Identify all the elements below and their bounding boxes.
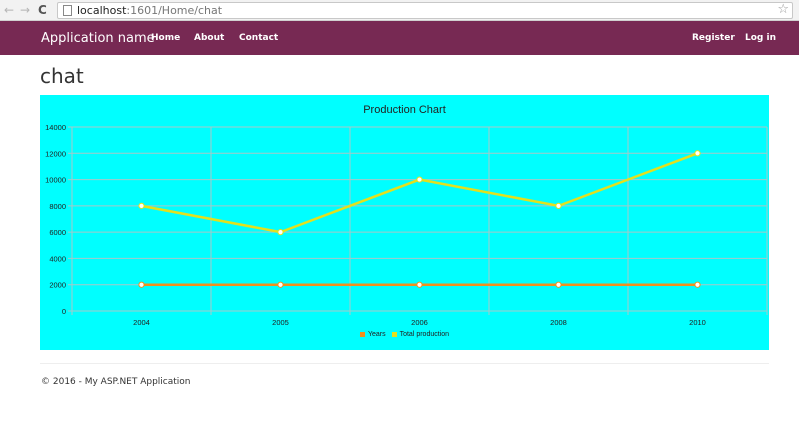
x-tick-label: 2006 [411, 318, 428, 327]
data-point [277, 229, 284, 236]
chart-title: Production Chart [363, 104, 446, 116]
x-tick-label: 2010 [689, 318, 706, 327]
legend-item-years[interactable]: Years [359, 331, 386, 338]
data-point [416, 281, 423, 288]
series-line [141, 152, 698, 234]
page-title: chat [40, 64, 84, 88]
data-point [555, 202, 562, 209]
chart-legend: Years Total production [40, 331, 769, 338]
y-tick-label: 6000 [49, 228, 66, 237]
legend-swatch-icon [391, 331, 397, 337]
data-point [277, 281, 284, 288]
back-button[interactable]: ← [4, 3, 15, 17]
y-tick-label: 12000 [45, 149, 66, 158]
legend-label: Total production [399, 331, 450, 338]
brand-link[interactable]: Application name [41, 31, 155, 46]
y-tick-label: 4000 [49, 254, 66, 263]
production-chart: Production Chart 0 2000 4000 6000 8000 10000 1… [40, 95, 769, 350]
address-bar[interactable]: localhost:1601/Home/chat ☆ [57, 2, 793, 19]
url-text[interactable]: localhost:1601/Home/chat [77, 4, 222, 18]
nav-register[interactable]: Register [692, 33, 735, 43]
y-tick-label: 2000 [49, 281, 66, 290]
x-tick-label: 2005 [272, 318, 289, 327]
data-point [138, 281, 145, 288]
page-icon [63, 5, 72, 16]
x-tick-label: 2004 [133, 318, 150, 327]
chart-plot: 0 2000 4000 6000 8000 10000 12000 14000 2004 2005… [45, 123, 768, 327]
y-tick-label: 10000 [45, 176, 66, 185]
nav-about[interactable]: About [194, 33, 225, 43]
forward-button[interactable]: → [20, 3, 31, 17]
nav-home[interactable]: Home [151, 33, 181, 43]
url-host: localhost [77, 4, 127, 17]
data-point [416, 176, 423, 183]
data-point [694, 150, 701, 157]
y-tick-label: 0 [62, 307, 66, 316]
x-tick-label: 2008 [550, 318, 567, 327]
legend-swatch-icon [359, 331, 365, 337]
data-point [694, 281, 701, 288]
nav-contact[interactable]: Contact [239, 33, 279, 43]
data-point [555, 281, 562, 288]
footer-divider [40, 363, 769, 364]
reload-button[interactable]: C [38, 3, 47, 17]
navbar: Application name Home About Contact Regi… [0, 21, 799, 55]
y-tick-label: 8000 [49, 202, 66, 211]
y-tick-label: 14000 [45, 123, 66, 132]
legend-label: Years [367, 331, 386, 338]
nav-login[interactable]: Log in [745, 33, 776, 43]
data-point [138, 202, 145, 209]
browser-toolbar: ← → C localhost:1601/Home/chat ☆ [0, 0, 799, 21]
footer-text: © 2016 - My ASP.NET Application [41, 377, 191, 387]
url-path: :1601/Home/chat [126, 4, 223, 17]
bookmark-star-icon[interactable]: ☆ [777, 2, 789, 17]
legend-item-total-production[interactable]: Total production [391, 331, 450, 338]
